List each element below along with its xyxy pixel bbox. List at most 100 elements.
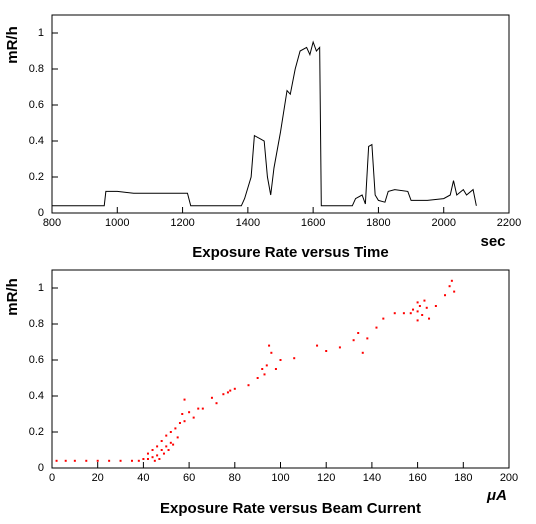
data-line: [52, 40, 477, 207]
data-point: [268, 344, 271, 347]
data-point: [226, 391, 229, 394]
data-point: [158, 458, 161, 460]
x-tick-label: 80: [229, 472, 241, 484]
data-point: [448, 285, 451, 288]
data-point: [279, 359, 282, 361]
x-tick-label: 200: [500, 472, 518, 484]
data-point: [247, 384, 250, 387]
data-point: [261, 368, 264, 370]
data-point: [160, 440, 163, 442]
data-point: [167, 449, 170, 451]
data-point: [425, 306, 428, 309]
y-tick-label: 1: [38, 282, 44, 294]
x-tick-label: 2200: [497, 217, 521, 229]
y-tick-label: 0.6: [29, 99, 44, 111]
data-point: [412, 308, 415, 311]
x-tick-label: 20: [92, 472, 104, 484]
data-point: [137, 459, 140, 462]
data-point: [453, 290, 456, 293]
data-point: [416, 301, 419, 304]
data-point: [293, 357, 296, 360]
data-point: [393, 312, 396, 315]
data-point: [165, 445, 168, 448]
data-point: [229, 389, 232, 392]
data-point: [183, 398, 186, 401]
data-point: [222, 393, 225, 396]
data-point: [156, 445, 159, 448]
data-point: [146, 458, 149, 460]
data-point: [338, 346, 341, 349]
y-tick-label: 0: [38, 207, 44, 219]
data-point: [176, 436, 179, 439]
x-axis-label: sec: [480, 233, 505, 250]
x-tick-label: 60: [183, 472, 195, 484]
y-tick-label: 0.8: [29, 318, 44, 330]
plot-frame: [51, 14, 510, 214]
y-tick-label: 0.4: [29, 135, 44, 147]
x-tick-label: 1800: [366, 217, 390, 229]
data-point: [73, 459, 76, 462]
y-tick-label: 0.8: [29, 63, 44, 75]
data-point: [210, 396, 213, 399]
data-point: [402, 312, 405, 315]
data-point: [409, 312, 412, 315]
plot-frame: [51, 269, 510, 469]
data-point: [153, 459, 156, 462]
y-tick-label: 0.6: [29, 354, 44, 366]
data-point: [64, 459, 67, 462]
data-point: [352, 339, 355, 342]
x-tick-label: 140: [363, 472, 381, 484]
data-point: [416, 310, 419, 313]
data-point: [174, 427, 177, 430]
data-point: [418, 305, 421, 307]
x-axis-label: μA: [486, 487, 507, 504]
chart-title: Exposure Rate versus Time: [192, 244, 388, 261]
data-point: [270, 351, 273, 354]
data-point: [151, 456, 154, 459]
data-point: [181, 413, 184, 415]
data-point: [151, 449, 154, 451]
data-point: [274, 368, 277, 370]
x-tick-label: 800: [43, 217, 61, 229]
data-point: [265, 364, 268, 367]
data-point: [428, 317, 431, 320]
x-tick-label: 2000: [431, 217, 455, 229]
x-tick-label: 120: [317, 472, 335, 484]
data-point: [162, 452, 165, 455]
y-axis-label: mR/h: [4, 278, 21, 316]
data-point: [256, 377, 259, 379]
data-point: [357, 332, 360, 334]
y-axis-label: mR/h: [4, 26, 21, 64]
data-point: [382, 317, 385, 320]
data-point: [142, 458, 145, 460]
y-tick-label: 0.2: [29, 426, 44, 438]
data-point: [444, 294, 447, 297]
x-tick-label: 40: [137, 472, 149, 484]
data-point: [366, 337, 369, 340]
data-point: [183, 420, 186, 423]
data-point: [130, 459, 133, 462]
data-point: [172, 443, 175, 446]
data-point: [178, 422, 181, 424]
x-tick-label: 1600: [301, 217, 325, 229]
data-point: [55, 459, 58, 462]
data-point: [85, 459, 88, 462]
chart-title: Exposure Rate versus Beam Current: [160, 500, 421, 517]
data-point: [215, 402, 218, 405]
data-point: [263, 373, 266, 376]
y-tick-label: 0.2: [29, 171, 44, 183]
x-tick-label: 1000: [105, 217, 129, 229]
data-point: [233, 387, 236, 390]
data-point: [192, 416, 195, 419]
y-tick-label: 0: [38, 462, 44, 474]
x-tick-label: 180: [454, 472, 472, 484]
x-tick-label: 1400: [236, 217, 260, 229]
data-point: [325, 350, 328, 352]
data-point: [416, 319, 419, 322]
data-point: [316, 344, 319, 347]
data-point: [434, 305, 437, 307]
x-tick-label: 100: [271, 472, 289, 484]
y-tick-label: 0.4: [29, 390, 44, 402]
data-point: [156, 454, 159, 457]
